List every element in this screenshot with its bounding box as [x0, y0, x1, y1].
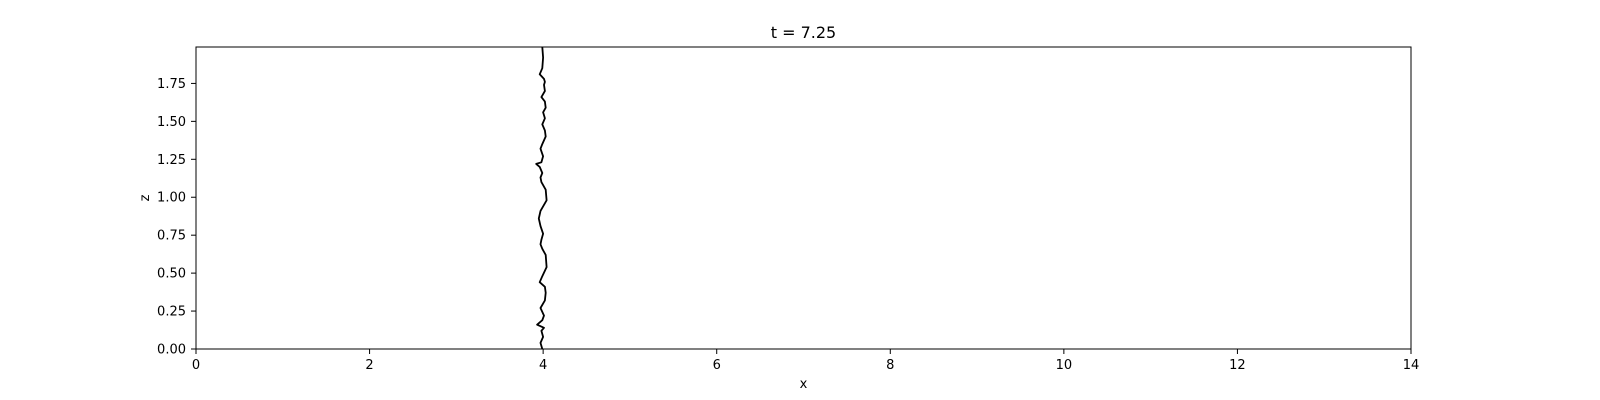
y-tick-label: 1.25	[157, 153, 186, 168]
y-tick-label: 0.50	[157, 267, 186, 282]
x-tick-label: 8	[886, 358, 894, 373]
y-axis-ticks: 0.00 0.25 0.50 0.75 1.00 1.25 1.50 1.75	[157, 77, 196, 358]
y-tick-label: 1.50	[157, 115, 186, 130]
x-tick-label: 12	[1229, 358, 1246, 373]
axes-frame	[195, 46, 1412, 350]
x-axis-ticks: 0 2 4 6 8 10 12 14	[192, 349, 1419, 373]
x-tick-label: 2	[365, 358, 373, 373]
y-tick-label: 1.75	[157, 77, 186, 92]
y-axis-label: z	[138, 194, 153, 201]
y-tick-label: 1.00	[157, 191, 186, 206]
y-tick-label: 0.25	[157, 305, 186, 320]
x-tick-label: 0	[192, 358, 200, 373]
y-tick-label: 0.00	[157, 343, 186, 358]
front-line-series	[535, 46, 548, 350]
x-tick-label: 10	[1056, 358, 1073, 373]
x-tick-label: 6	[713, 358, 721, 373]
y-tick-label: 0.75	[157, 229, 186, 244]
x-axis-label: x	[800, 377, 808, 392]
plot-area	[195, 46, 1412, 350]
chart-title: t = 7.25	[771, 23, 836, 42]
x-tick-label: 4	[539, 358, 547, 373]
x-tick-label: 14	[1403, 358, 1420, 373]
